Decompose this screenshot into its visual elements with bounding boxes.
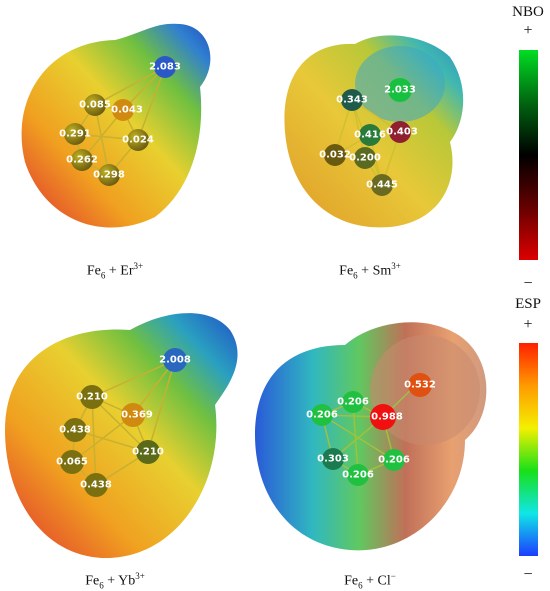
atom-fe: [98, 164, 120, 186]
atom-fe: [84, 473, 108, 497]
atom-fe: [324, 144, 346, 166]
surface-panel-sm: 2.033 0.343 0.416 0.403 0.032 0.200 0.44…: [270, 12, 490, 242]
caption-er: Fe6 + Er3+: [86, 261, 144, 281]
surface-panel-er: 2.083 0.085 0.043 0.291 0.024 0.262 0.29…: [5, 12, 240, 242]
atom-fe: [60, 450, 84, 474]
atom-charge-label: 2.083: [149, 62, 181, 73]
atom-charge-label: 0.416: [354, 130, 386, 141]
atom-fe: [341, 89, 363, 111]
atom-fe: [63, 418, 87, 442]
atom-charge-label: 0.988: [371, 412, 403, 423]
atom-fe: [112, 99, 134, 121]
nbo-scale-title: NBO: [512, 4, 544, 20]
atom-charge-label: 0.200: [349, 153, 381, 164]
atom-fe: [71, 149, 93, 171]
atom-charge-label: 0.343: [336, 95, 368, 106]
atom-charge-label: 0.043: [111, 105, 143, 116]
atom-charge-label: 0.024: [122, 135, 154, 146]
atom-charge-label: 0.262: [66, 155, 98, 166]
atom-charge-label: 0.369: [121, 410, 153, 421]
caption-sm: Fe6 + Sm3+: [339, 261, 401, 281]
atom-ion: [154, 56, 176, 78]
esp-scale-minus: −: [523, 566, 533, 583]
atom-charge-label: 0.210: [76, 392, 108, 403]
atom-fe: [322, 448, 344, 470]
atom-fe: [371, 174, 393, 196]
atom-fe: [370, 404, 396, 430]
atom-fe: [127, 129, 149, 151]
atom-charge-label: 0.206: [342, 470, 374, 481]
atom-charge-label: 0.303: [317, 454, 349, 465]
nbo-color-bar: [519, 50, 538, 260]
nbo-scale-plus: +: [523, 22, 533, 39]
atom-fe: [389, 121, 411, 143]
atom-fe: [80, 385, 104, 409]
esp-scale-title: ESP: [515, 296, 541, 312]
atom-charge-label: 0.438: [59, 425, 91, 436]
atom-fe: [354, 147, 376, 169]
atom-fe: [347, 464, 369, 486]
atom-charge-label: 0.438: [80, 480, 112, 491]
atom-charge-label: 0.032: [319, 150, 351, 161]
atom-charge-label: 0.210: [132, 447, 164, 458]
atom-charge-label: 2.008: [159, 355, 191, 366]
atom-fe: [342, 391, 364, 413]
electrostatic-surface: [21, 23, 211, 228]
caption-yb: Fe6 + Yb3+: [85, 571, 145, 591]
atom-charge-label: 0.206: [306, 410, 338, 421]
atom-ion: [388, 78, 412, 102]
atom-charge-label: 0.206: [337, 397, 369, 408]
atom-charge-label: 0.085: [79, 100, 111, 111]
atom-ion: [163, 348, 187, 372]
esp-color-bar: [519, 343, 538, 556]
atom-fe: [121, 403, 145, 427]
caption-cl: Fe6 + Cl−: [344, 571, 396, 591]
atom-charge-label: 0.403: [386, 127, 418, 138]
electrostatic-surface: [5, 313, 238, 559]
nbo-scale-minus: −: [523, 275, 533, 292]
atom-charge-label: 0.532: [404, 380, 436, 391]
esp-scale-plus: +: [523, 316, 533, 333]
atom-fe: [311, 404, 333, 426]
atom-fe: [383, 449, 405, 471]
atom-charge-label: 0.065: [56, 457, 88, 468]
atom-fe: [136, 440, 160, 464]
atom-charge-label: 0.291: [59, 129, 91, 140]
atom-fe: [84, 94, 106, 116]
surface-panel-cl: 0.532 0.206 0.206 0.988 0.303 0.206 0.20…: [250, 305, 500, 565]
atom-fe: [359, 124, 381, 146]
atom-ion: [408, 373, 432, 397]
atom-fe: [64, 123, 86, 145]
atom-charge-label: 2.033: [384, 85, 416, 96]
atom-charge-label: 0.206: [378, 455, 410, 466]
atom-charge-label: 0.298: [93, 170, 125, 181]
surface-panel-yb: 2.008 0.210 0.369 0.438 0.210 0.065 0.43…: [0, 300, 245, 570]
atom-charge-label: 0.445: [366, 180, 398, 191]
